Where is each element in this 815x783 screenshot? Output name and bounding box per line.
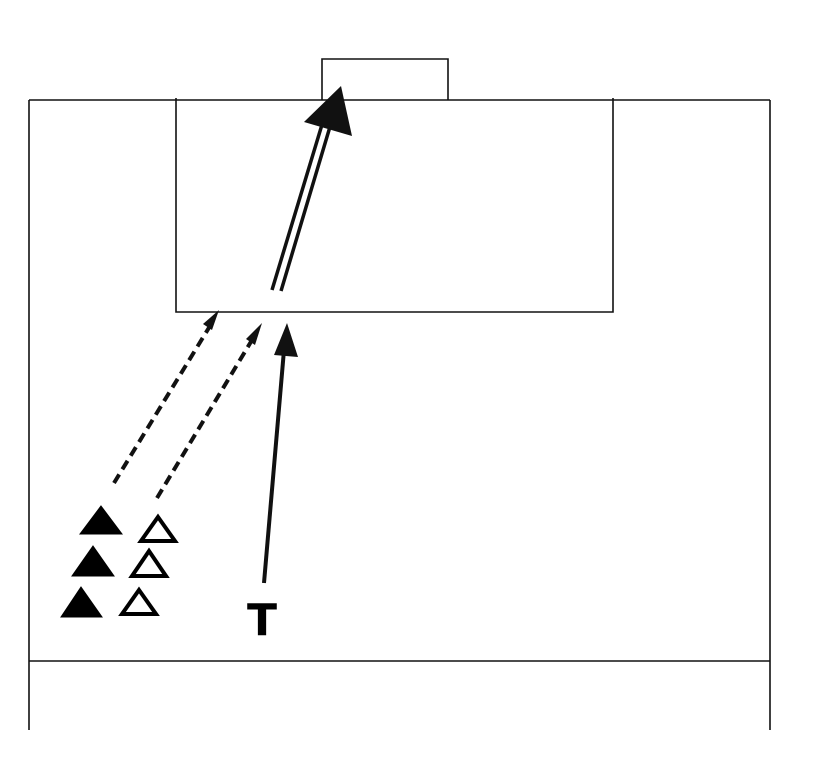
- dashed-run-2-arrowhead: [246, 323, 262, 345]
- dashed-run-1: [112, 324, 212, 485]
- open-player-1: [137, 513, 179, 543]
- coach-label: T: [247, 595, 277, 646]
- shot-arrowhead: [304, 86, 352, 136]
- shot-line-left: [270, 117, 326, 291]
- open-player-3: [118, 586, 160, 616]
- open-players: [118, 513, 179, 616]
- dashed-run-2: [155, 338, 254, 500]
- filled-player-3: [60, 586, 103, 618]
- coach-run: [262, 323, 298, 584]
- filled-player-2: [71, 545, 115, 577]
- goal: [321, 58, 449, 100]
- coach-run-line: [262, 349, 286, 584]
- shot-arrow: [270, 86, 352, 292]
- open-player-2: [128, 547, 170, 578]
- field-markings: [28, 58, 771, 730]
- coach-run-arrowhead: [274, 323, 298, 357]
- filled-player-1: [79, 505, 123, 535]
- penalty-area: [175, 98, 614, 313]
- dashed-runs: [112, 310, 262, 500]
- filled-players: [60, 505, 123, 618]
- dashed-run-1-arrowhead: [203, 310, 219, 330]
- shot-line-right: [279, 119, 334, 292]
